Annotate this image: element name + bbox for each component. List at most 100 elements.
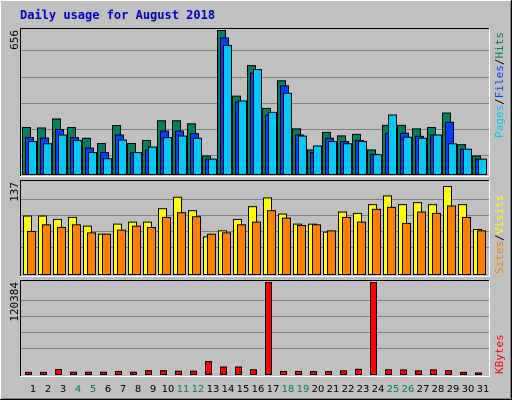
bar-sites <box>42 224 51 275</box>
bar-pages <box>253 69 262 175</box>
bar-sites <box>87 232 96 275</box>
bar-pages <box>73 139 82 176</box>
bar-pages <box>283 92 292 175</box>
x-tick-label: 19 <box>297 384 310 395</box>
x-tick-label: 21 <box>327 384 340 395</box>
bar-sites <box>162 216 171 275</box>
x-tick-label: 31 <box>477 384 490 395</box>
bar-pages <box>223 44 232 175</box>
bar-kbytes <box>430 369 437 375</box>
bar-sites <box>237 224 246 275</box>
chart-title: Daily usage for August 2018 <box>20 8 215 22</box>
bar-sites <box>372 208 381 275</box>
x-tick-label: 6 <box>105 384 111 395</box>
bar-kbytes <box>205 361 212 375</box>
bar-kbytes <box>280 370 287 375</box>
bar-sites <box>282 217 291 276</box>
bar-pages <box>358 141 367 175</box>
bar-sites <box>192 216 201 275</box>
legend-item-hits: Hits <box>493 32 506 59</box>
bar-sites <box>57 226 66 276</box>
bar-pages <box>88 152 97 176</box>
x-tick-label: 29 <box>447 384 460 395</box>
bar-pages <box>313 145 322 175</box>
bar-kbytes <box>160 370 167 375</box>
bar-kbytes <box>370 282 377 375</box>
bar-kbytes <box>115 370 122 375</box>
bar-kbytes <box>475 372 482 375</box>
bar-sites <box>387 206 396 275</box>
bar-kbytes <box>325 371 332 375</box>
kbytes-panel-frame <box>20 280 490 377</box>
bar-sites <box>297 224 306 275</box>
bar-sites <box>357 221 366 275</box>
x-tick-label: 26 <box>402 384 415 395</box>
bar-pages <box>463 148 472 176</box>
legend-separator: / <box>493 59 506 66</box>
bar-sites <box>117 229 126 275</box>
bar-pages <box>343 143 352 176</box>
bar-sites <box>447 205 456 275</box>
legend-item-pages: Pages <box>493 105 506 138</box>
x-tick-label: 2 <box>45 384 51 395</box>
bar-kbytes <box>70 371 77 375</box>
x-tick-label: 27 <box>417 384 430 395</box>
bar-pages <box>178 135 187 176</box>
bar-sites <box>267 210 276 275</box>
x-tick-label: 30 <box>462 384 475 395</box>
bar-kbytes <box>385 369 392 376</box>
bar-kbytes <box>310 371 317 375</box>
bar-sites <box>147 226 156 276</box>
x-tick-label: 3 <box>60 384 66 395</box>
bar-pages <box>103 158 112 176</box>
bar-pages <box>328 141 337 175</box>
bar-sites <box>27 231 36 275</box>
bar-kbytes <box>85 371 92 375</box>
bar-pages <box>208 158 217 175</box>
bar-sites <box>402 222 411 275</box>
bar-kbytes <box>220 366 227 375</box>
y-max-label: 120384 <box>8 282 21 322</box>
bar-sites <box>327 230 336 276</box>
legend-item-visits: Visits <box>493 195 506 235</box>
bar-pages <box>298 135 307 176</box>
x-tick-label: 9 <box>150 384 156 395</box>
bar-kbytes <box>235 366 242 375</box>
bar-pages <box>43 143 52 176</box>
bar-kbytes <box>145 370 152 375</box>
bar-sites <box>417 211 426 275</box>
x-tick-label: 17 <box>267 384 280 395</box>
legend-item-files: Files <box>493 65 506 98</box>
bar-pages <box>433 134 442 176</box>
bar-sites <box>207 233 216 275</box>
bar-sites <box>312 224 321 275</box>
bar-sites <box>342 216 351 275</box>
bar-pages <box>403 136 412 175</box>
x-tick-label: 10 <box>162 384 175 395</box>
bar-kbytes <box>265 282 272 375</box>
x-tick-label: 24 <box>372 384 385 395</box>
bar-sites <box>102 233 111 275</box>
bar-sites <box>252 221 261 275</box>
bar-kbytes <box>175 370 182 375</box>
bars <box>22 30 487 376</box>
legend-separator: / <box>493 98 506 105</box>
bar-kbytes <box>130 371 137 375</box>
x-tick-label: 22 <box>342 384 355 395</box>
bar-kbytes <box>400 369 407 375</box>
x-tick-label: 7 <box>120 384 126 395</box>
bar-kbytes <box>25 371 32 375</box>
bar-sites <box>72 224 81 275</box>
bar-pages <box>388 114 397 175</box>
bar-pages <box>118 139 127 176</box>
legend-1: Sites/Visits <box>493 195 506 275</box>
x-tick-label: 20 <box>312 384 325 395</box>
y-max-label: 137 <box>8 182 21 202</box>
legend-separator: / <box>493 234 506 241</box>
bar-sites <box>432 212 441 276</box>
x-tick-label: 4 <box>75 384 81 395</box>
bar-kbytes <box>55 369 62 375</box>
x-tick-label: 28 <box>432 384 445 395</box>
bar-pages <box>478 158 487 175</box>
bar-sites <box>132 225 141 275</box>
